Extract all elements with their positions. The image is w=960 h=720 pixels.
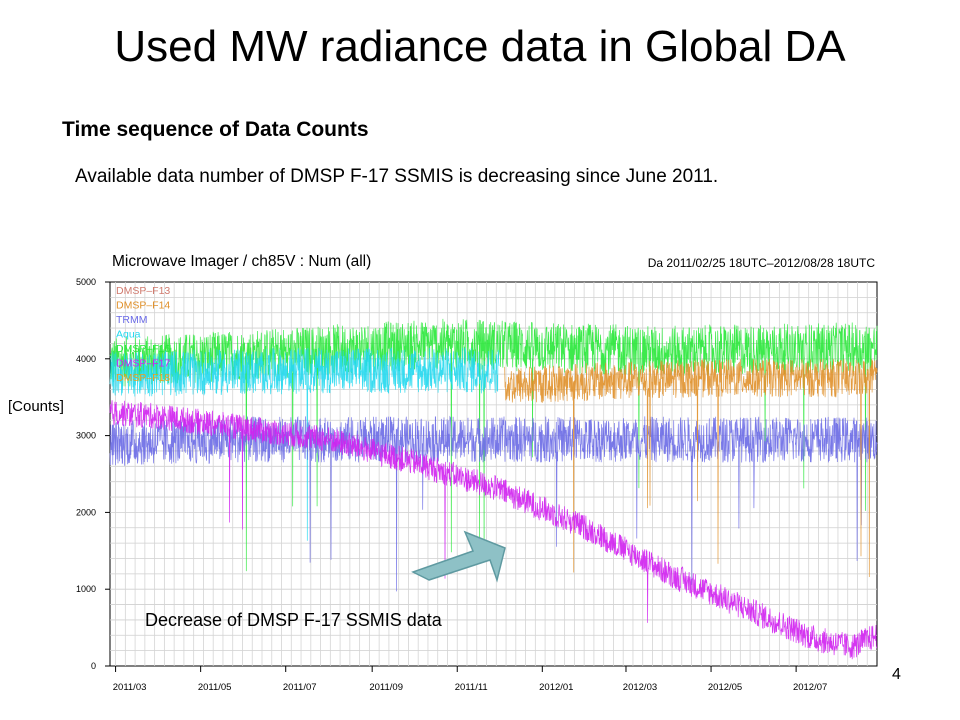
y-axis-unit-label: [Counts] [8, 398, 64, 415]
x-tick-label: 2011/09 [369, 682, 403, 693]
x-tick-label: 2012/05 [708, 682, 742, 693]
series-line [109, 347, 500, 541]
x-tick-label: 2012/07 [793, 682, 827, 693]
legend-entry: DMSP–F18 [116, 372, 170, 384]
chart-title: Microwave Imager / ch85V : Num (all) [112, 253, 371, 270]
y-tick-label: 5000 [76, 277, 96, 287]
x-tick-label: 2012/01 [539, 682, 573, 693]
x-tick-label: 2011/11 [455, 682, 488, 693]
series-line [109, 415, 878, 592]
axis-layer: 0 1000 2000 3000 4000 5000 2011/03 2011/05 2011/… [76, 277, 827, 693]
y-tick-label: 1000 [76, 584, 96, 594]
series-line [109, 400, 878, 660]
decrease-annotation: Decrease of DMSP F-17 SSMIS data [145, 610, 442, 630]
x-tick-label: 2011/03 [113, 682, 147, 693]
series-layer [109, 318, 878, 660]
legend-entry: DMSP–F13 [116, 285, 170, 297]
y-tick-label: 3000 [76, 431, 96, 441]
series-line [504, 358, 878, 578]
legend: DMSP–F13 DMSP–F14 TRMM Aqua DMSP–F16 DMSP–F17… [116, 285, 170, 384]
legend-entry: DMSP–F17 [116, 358, 170, 370]
y-tick-label: 4000 [76, 354, 96, 364]
legend-entry: DMSP–F14 [116, 300, 170, 312]
arrow-annotation [411, 530, 506, 583]
slide-title: Used MW radiance data in Global DA [114, 22, 846, 71]
x-tick-label: 2012/03 [623, 682, 657, 693]
page-number: 4 [892, 666, 901, 683]
legend-entry: DMSP–F16 [116, 343, 170, 355]
y-tick-label: 2000 [76, 507, 96, 517]
legend-entry: TRMM [116, 314, 148, 326]
y-tick-label: 0 [91, 661, 96, 671]
chart-date-range: Da 2011/02/25 18UTC–2012/08/28 18UTC [648, 256, 876, 270]
legend-entry: Aqua [116, 329, 141, 341]
section-heading: Time sequence of Data Counts [62, 118, 369, 141]
x-tick-label: 2011/07 [283, 682, 317, 693]
slide-subtitle: Available data number of DMSP F-17 SSMIS… [75, 166, 719, 187]
x-tick-label: 2011/05 [198, 682, 232, 693]
